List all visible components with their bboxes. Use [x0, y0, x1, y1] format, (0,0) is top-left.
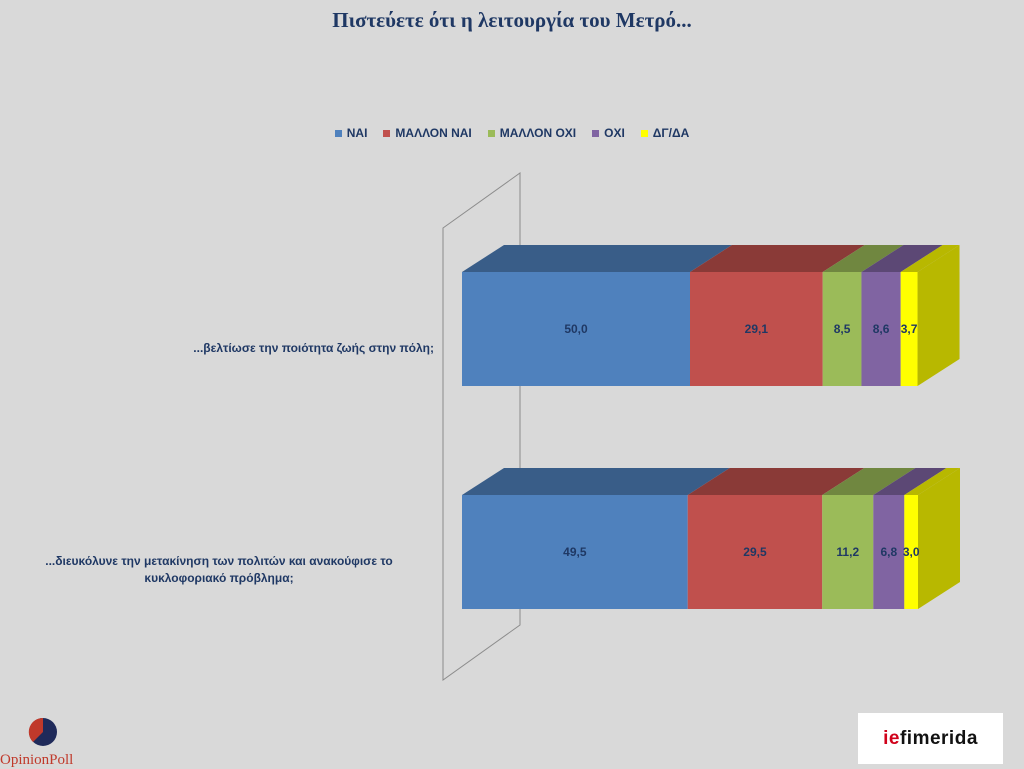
bar-top-2 — [873, 468, 947, 495]
legend-swatch — [383, 129, 391, 137]
bar-1-series-1 — [462, 272, 690, 386]
legend-label: ΔΓ/ΔΑ — [652, 126, 690, 140]
legend-swatch — [592, 129, 600, 137]
iefimerida-logo: ie fimerida — [858, 713, 1003, 764]
chart-legend: ΝΑΙ ΜΑΛΛΟΝ ΝΑΙ ΜΑΛΛΟΝ ΟΧΙ ΟΧΙ ΔΓ/ΔΑ — [0, 126, 1024, 140]
legend-item-5: ΔΓ/ΔΑ — [640, 126, 690, 140]
opinionpoll-logo — [28, 717, 57, 746]
bar-top-1 — [462, 245, 732, 272]
bar-side-2 — [918, 468, 960, 609]
data-label-2-1: 49,5 — [563, 545, 587, 559]
opinionpoll-logo-text: OpinionPoll — [0, 752, 74, 768]
bar-1-series-5 — [900, 272, 918, 386]
bar-top-1 — [900, 245, 960, 272]
legend-item-1: ΝΑΙ — [334, 126, 368, 140]
data-label-2-3: 11,2 — [836, 545, 859, 559]
bar-top-2 — [687, 468, 865, 495]
chart-title: Πιστεύετε ότι η λειτουργία του Μετρό... — [332, 8, 692, 32]
bar-top-1 — [690, 245, 865, 272]
legend-swatch — [334, 129, 342, 137]
bar-2-series-5 — [904, 495, 918, 609]
bar-top-1 — [861, 245, 943, 272]
category-label-2: ...διευκόλυνε την μετακίνηση των πολιτών… — [45, 554, 393, 585]
legend-item-3: ΜΑΛΛΟΝ ΟΧΙ — [487, 126, 577, 140]
data-label-1-1: 50,0 — [564, 322, 588, 336]
data-label-1-5: 3,7 — [901, 322, 918, 336]
legend-item-2: ΜΑΛΛΟΝ ΝΑΙ — [383, 126, 472, 140]
data-label-2-4: 6,8 — [880, 545, 897, 559]
bar-top-1 — [822, 245, 904, 272]
data-label-1-4: 8,6 — [873, 322, 890, 336]
bar-2-series-4 — [873, 495, 905, 609]
data-label-1-2: 29,1 — [745, 322, 769, 336]
legend-label: ΜΑΛΛΟΝ ΟΧΙ — [499, 126, 577, 140]
data-label-1-3: 8,5 — [834, 322, 851, 336]
bar-1-series-3 — [822, 272, 862, 386]
data-label-2-5: 3,0 — [903, 545, 920, 559]
legend-item-4: ΟΧΙ — [592, 126, 625, 140]
bar-side-1 — [917, 245, 960, 386]
axis-wall — [442, 172, 521, 681]
legend-label: ΟΧΙ — [604, 126, 625, 140]
data-label-2-2: 29,5 — [743, 545, 767, 559]
bar-2-series-2 — [687, 495, 823, 609]
legend-swatch — [487, 129, 495, 137]
bar-top-2 — [822, 468, 916, 495]
bar-1-series-4 — [861, 272, 901, 386]
legend-label: ΜΑΛΛΟΝ ΝΑΙ — [395, 126, 472, 140]
category-label-1: ...βελτίωσε την ποιότητα ζωής στην πόλη; — [193, 341, 434, 355]
bar-2-series-3 — [822, 495, 874, 609]
legend-label: ΝΑΙ — [346, 126, 368, 140]
bar-top-2 — [462, 468, 730, 495]
legend-swatch — [640, 129, 648, 137]
bar-2-series-1 — [462, 495, 688, 609]
bar-top-2 — [904, 468, 960, 495]
bar-1-series-2 — [690, 272, 823, 386]
